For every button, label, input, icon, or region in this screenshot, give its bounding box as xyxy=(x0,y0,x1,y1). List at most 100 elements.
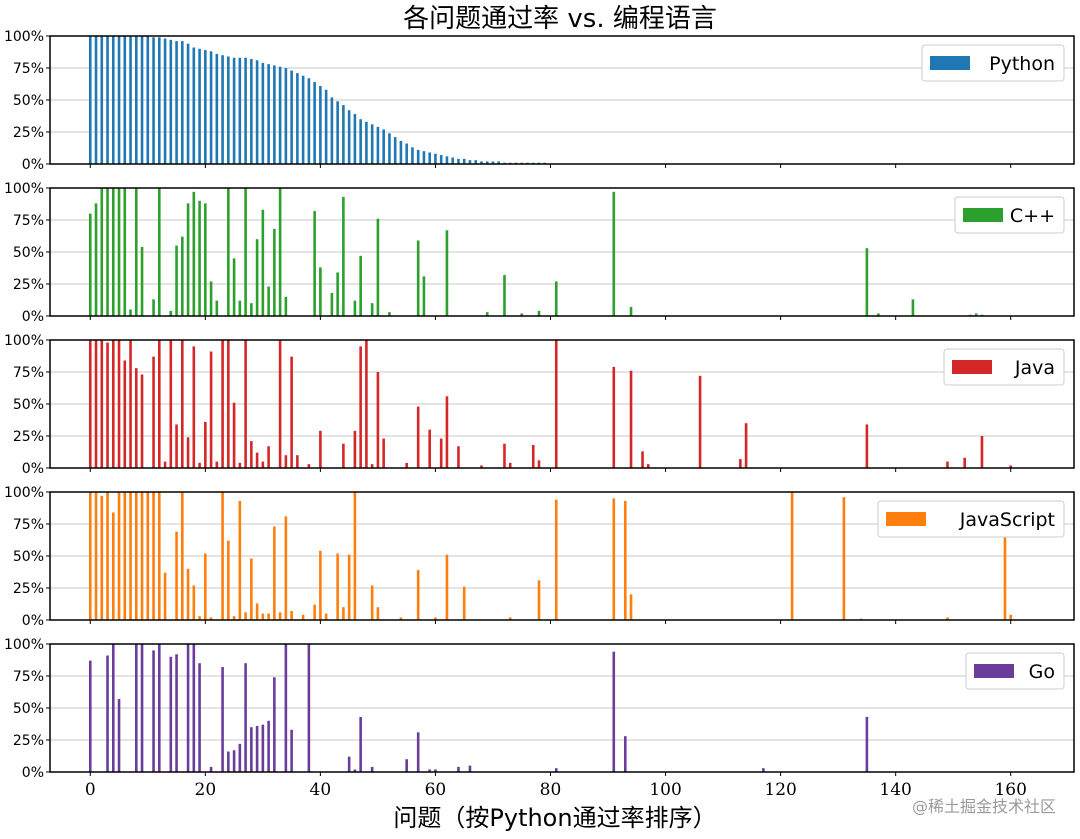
bar xyxy=(273,228,276,316)
bar xyxy=(94,492,98,620)
y-tick-label: 0% xyxy=(22,765,44,781)
bar xyxy=(250,727,253,772)
legend: Python xyxy=(921,44,1065,82)
bar xyxy=(445,396,449,468)
y-tick-label: 50% xyxy=(13,93,44,109)
bar xyxy=(232,402,236,468)
bar xyxy=(158,340,161,468)
bar xyxy=(255,725,259,772)
bar xyxy=(537,460,541,468)
bar xyxy=(353,492,357,620)
bar xyxy=(244,663,247,772)
legend: JavaScript xyxy=(877,500,1065,538)
bar xyxy=(445,554,449,620)
y-tick-label: 25% xyxy=(13,277,44,293)
bar xyxy=(152,356,155,468)
bar xyxy=(158,492,161,620)
bar xyxy=(388,133,391,164)
legend: Java xyxy=(943,348,1065,386)
bar xyxy=(457,446,460,468)
bar xyxy=(491,161,495,164)
bar xyxy=(111,188,115,316)
y-tick-label: 0% xyxy=(22,613,44,629)
bar xyxy=(416,149,420,164)
legend-label: Python xyxy=(989,53,1055,75)
bar xyxy=(186,203,190,316)
bar xyxy=(232,57,236,165)
bar xyxy=(278,66,282,164)
bar xyxy=(370,585,374,620)
bar xyxy=(134,188,138,316)
bar xyxy=(181,41,184,165)
bar xyxy=(129,36,132,164)
bar xyxy=(347,554,351,620)
bar xyxy=(192,346,196,468)
bar xyxy=(336,553,339,620)
bar xyxy=(152,299,155,316)
bar xyxy=(250,441,253,468)
bar xyxy=(255,603,259,620)
x-tick-label: 120 xyxy=(764,780,796,800)
bar xyxy=(267,446,270,468)
bar xyxy=(399,140,403,164)
bar xyxy=(261,613,265,620)
bar xyxy=(405,143,408,164)
bar xyxy=(416,406,420,468)
legend-label: Go xyxy=(1029,661,1055,683)
bar xyxy=(508,617,512,620)
bar xyxy=(186,644,190,772)
bar xyxy=(503,275,506,316)
bar xyxy=(284,516,288,620)
bar xyxy=(134,644,138,772)
bar xyxy=(117,340,121,468)
subplot-go: 0% 25% 50% 75% 100% Go xyxy=(4,637,1075,781)
bar xyxy=(140,374,144,468)
bar xyxy=(342,443,345,468)
bar xyxy=(158,644,161,772)
bar xyxy=(370,464,374,468)
y-tick-label: 100% xyxy=(4,333,44,349)
bar xyxy=(186,568,190,620)
bar xyxy=(88,492,92,620)
bar xyxy=(480,465,483,468)
bar xyxy=(290,70,293,164)
bar xyxy=(411,147,414,164)
bar xyxy=(376,607,380,620)
bar xyxy=(175,245,178,316)
bar xyxy=(319,550,322,620)
bar xyxy=(319,85,322,164)
bar xyxy=(117,492,121,620)
bar xyxy=(428,769,431,772)
bar xyxy=(353,300,357,316)
bar xyxy=(129,309,132,316)
bar xyxy=(198,200,201,316)
bar xyxy=(238,462,242,468)
x-axis-ticks: 0 20 40 60 80 100 120 140 160 xyxy=(85,780,1027,800)
bar xyxy=(209,617,213,620)
plot-frame xyxy=(49,339,1075,469)
subplot-c: 0% 25% 50% 75% 100% C++ xyxy=(4,181,1075,325)
plot-frame xyxy=(49,643,1075,773)
bar xyxy=(117,36,121,164)
bar xyxy=(255,60,259,164)
bar xyxy=(296,455,299,468)
bar xyxy=(865,424,869,468)
bar xyxy=(198,616,201,620)
bar xyxy=(307,464,311,468)
bar xyxy=(250,303,253,316)
bar xyxy=(244,188,247,316)
bar xyxy=(192,644,196,772)
bar xyxy=(359,346,362,468)
bar xyxy=(221,492,224,620)
bar xyxy=(416,732,420,772)
y-tick-label: 75% xyxy=(13,517,44,533)
bar xyxy=(537,580,541,620)
x-tick-label: 20 xyxy=(195,780,217,800)
y-tick-label: 0% xyxy=(22,461,44,477)
y-tick-label: 100% xyxy=(4,637,44,653)
bar xyxy=(330,292,334,316)
legend-box xyxy=(965,652,1065,690)
y-tick-label: 0% xyxy=(22,157,44,173)
bar xyxy=(100,495,104,620)
bar xyxy=(88,36,92,164)
